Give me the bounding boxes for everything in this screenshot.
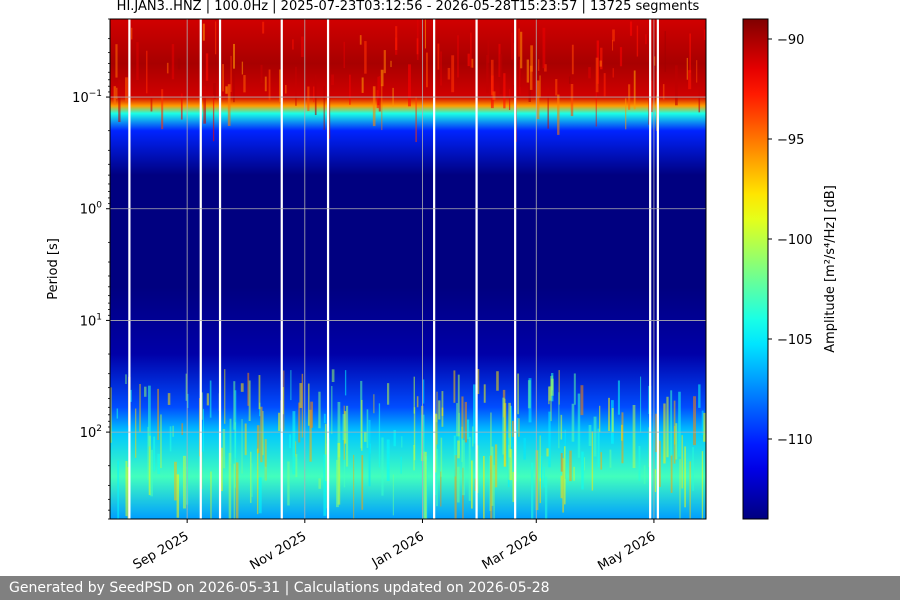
colorbar-tick-label: −105 bbox=[777, 333, 813, 348]
colorbar bbox=[742, 18, 769, 520]
x-tick-label: Nov 2025 bbox=[247, 529, 309, 573]
data-gap bbox=[656, 19, 659, 519]
spectrogram-image bbox=[110, 19, 706, 519]
colorbar-label: Amplitude [m²/s⁴/Hz] [dB] bbox=[823, 185, 838, 353]
y-tick-label: 101 bbox=[80, 312, 102, 329]
colorbar-tick-label: −100 bbox=[777, 233, 813, 248]
data-gap bbox=[475, 19, 478, 519]
figure: HI.JAN3..HNZ | 100.0Hz | 2025-07-23T03:1… bbox=[46, 0, 838, 574]
plot-frame bbox=[109, 18, 707, 520]
y-tick-label: 102 bbox=[80, 424, 102, 441]
colorbar-tick-label: −95 bbox=[777, 133, 804, 148]
x-tick-label: Sep 2025 bbox=[131, 529, 192, 573]
data-gap bbox=[514, 19, 517, 519]
data-gap bbox=[128, 19, 131, 519]
chart-svg: Sep 2025 Nov 2025 Jan 2026 Mar 2026 May 2026… bbox=[46, 18, 838, 574]
footer-text: Generated by SeedPSD on 2026-05-31 | Cal… bbox=[0, 576, 900, 600]
x-tick-label: Jan 2026 bbox=[369, 529, 427, 571]
colorbar-tick-label: −110 bbox=[777, 433, 813, 448]
data-gap bbox=[199, 19, 202, 519]
y-axis-label: Period [s] bbox=[46, 238, 61, 300]
y-tick-label: 10−1 bbox=[72, 89, 102, 106]
data-gap bbox=[280, 19, 283, 519]
data-gap bbox=[433, 19, 436, 519]
y-tick-label: 100 bbox=[80, 201, 103, 218]
x-tick-label: May 2026 bbox=[595, 529, 658, 574]
data-gap bbox=[649, 19, 652, 519]
data-gap bbox=[326, 19, 330, 519]
data-gap bbox=[218, 19, 222, 519]
x-tick-label: Mar 2026 bbox=[480, 529, 541, 573]
chart-title: HI.JAN3..HNZ | 100.0Hz | 2025-07-23T03:1… bbox=[116, 0, 700, 14]
colorbar-tick-label: −90 bbox=[777, 33, 804, 48]
